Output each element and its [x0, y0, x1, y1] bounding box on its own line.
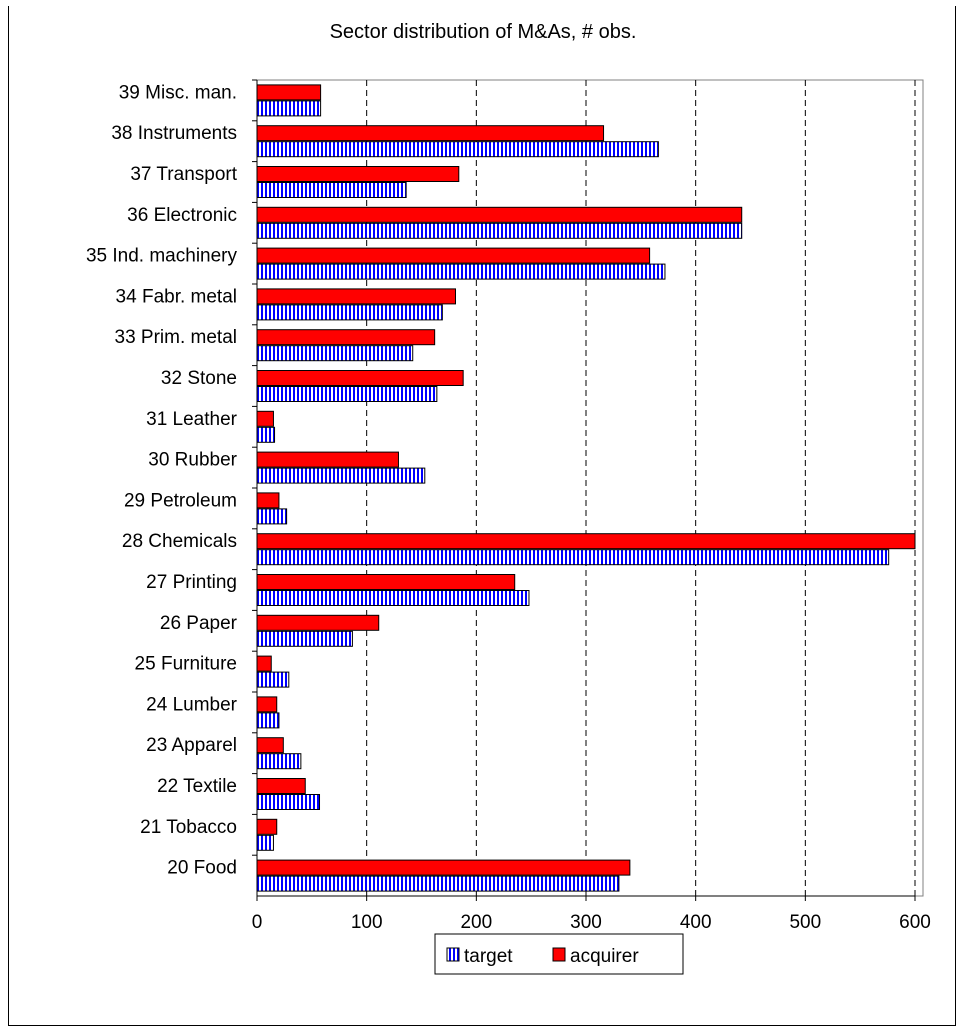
category-labels: 39 Misc. man. 38 Instruments 37 Transport 3…	[86, 79, 257, 879]
x-tick-label: 300	[570, 912, 602, 933]
category-label: 26 Paper	[160, 613, 238, 634]
bar-acquirer	[256, 533, 916, 550]
category-label: 28 Chemicals	[122, 531, 237, 552]
category-label: 22 Textile	[157, 776, 237, 797]
x-tick-label: 200	[460, 912, 492, 933]
bar-target	[256, 304, 443, 321]
bar-target	[256, 467, 426, 484]
x-tick-label: 100	[351, 912, 383, 933]
legend-swatch-target	[446, 947, 460, 962]
bar-acquirer	[256, 614, 380, 631]
category-label: 20 Food	[167, 858, 237, 879]
x-tick-label: 500	[789, 912, 821, 933]
bar-acquirer	[256, 329, 436, 346]
bar-target	[256, 549, 890, 566]
category-label: 30 Rubber	[148, 450, 237, 471]
legend-label-target: target	[464, 946, 513, 967]
category-label: 27 Printing	[146, 572, 237, 593]
bar-target	[256, 630, 353, 647]
bar-acquirer	[256, 574, 516, 590]
bar-target	[256, 182, 407, 198]
bar-acquirer	[256, 859, 631, 876]
bar-acquirer	[256, 125, 605, 142]
legend-label-acquirer: acquirer	[570, 946, 639, 967]
category-label: 39 Misc. man.	[119, 82, 237, 103]
bar-acquirer	[256, 818, 278, 835]
bar-acquirer	[256, 166, 460, 182]
chart-title: Sector distribution of M&As, # obs.	[330, 21, 637, 43]
bar-target	[256, 141, 659, 158]
bar-target	[256, 712, 280, 729]
x-tick-label: 0	[252, 912, 263, 933]
bar-target	[256, 386, 438, 402]
category-label: 36 Electronic	[127, 205, 237, 226]
category-label: 25 Furniture	[135, 654, 237, 675]
category-label: 23 Apparel	[146, 735, 237, 756]
bar-acquirer	[256, 737, 284, 754]
bar-target	[256, 834, 274, 851]
bar-target	[256, 100, 322, 117]
bar-target	[256, 590, 530, 606]
bar-acquirer	[256, 288, 456, 305]
category-label: 32 Stone	[161, 368, 237, 389]
bar-target	[256, 753, 302, 770]
bar-acquirer	[256, 410, 274, 427]
bar-acquirer	[256, 206, 743, 223]
bar-target	[256, 794, 321, 810]
bar-acquirer	[256, 247, 651, 264]
bar-target	[256, 222, 743, 239]
bar-acquirer	[256, 84, 322, 101]
x-tick-label: 600	[899, 912, 931, 933]
bar-acquirer	[256, 778, 306, 794]
bar-target	[256, 263, 666, 280]
category-label: 29 Petroleum	[124, 490, 237, 511]
category-label: 24 Lumber	[146, 694, 238, 715]
category-label: 34 Fabr. metal	[116, 286, 237, 307]
bar-target	[256, 508, 288, 525]
legend: target acquirer	[434, 933, 684, 975]
chart-frame: Sector distribution of M&As, # obs. 39 M…	[8, 6, 956, 1026]
grid-lines	[366, 80, 916, 896]
category-label: 31 Leather	[146, 409, 238, 430]
bar-target	[256, 671, 290, 688]
bar-chart: Sector distribution of M&As, # obs. 39 M…	[86, 21, 931, 975]
plot-area	[256, 79, 924, 897]
bar-acquirer	[256, 655, 272, 672]
x-axis: 0 100 200 300 400 500 600	[252, 80, 931, 933]
category-label: 38 Instruments	[111, 123, 237, 144]
legend-swatch-acquirer	[552, 947, 566, 962]
bar-acquirer	[256, 451, 399, 468]
bar-acquirer	[256, 370, 464, 386]
category-label: 33 Prim. metal	[115, 327, 237, 348]
bar-acquirer	[256, 696, 278, 713]
category-label: 35 Ind. machinery	[86, 246, 238, 267]
category-label: 21 Tobacco	[140, 817, 237, 838]
bar-target	[256, 426, 276, 443]
bar-acquirer	[256, 492, 280, 509]
x-tick-label: 400	[680, 912, 712, 933]
bar-target	[256, 345, 414, 362]
bar-target	[256, 875, 620, 892]
category-label: 37 Transport	[130, 164, 237, 185]
bars	[256, 84, 916, 892]
